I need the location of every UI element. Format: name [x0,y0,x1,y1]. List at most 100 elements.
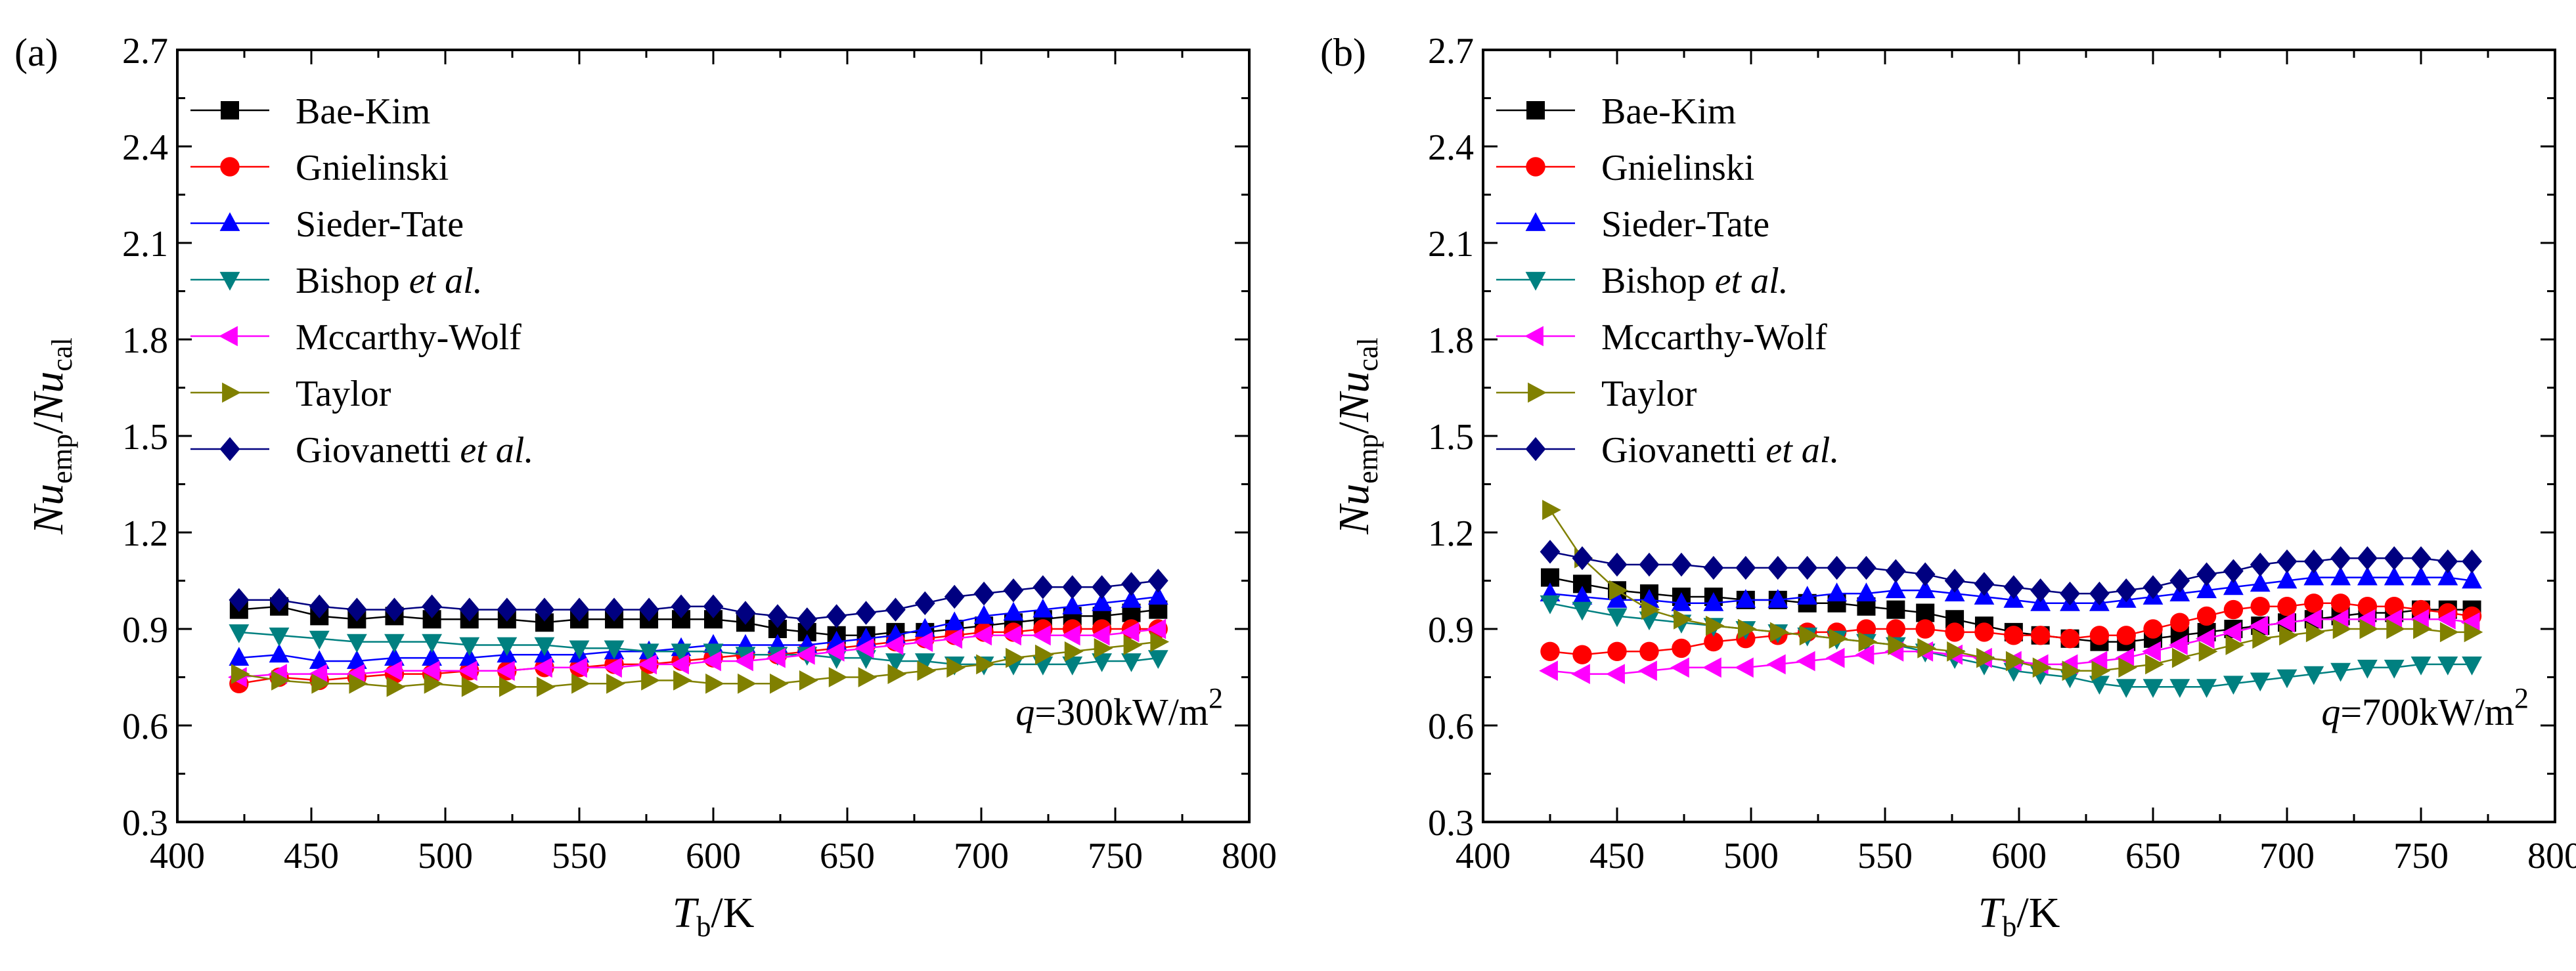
data-point [946,657,966,678]
data-point [1974,572,1995,596]
data-point [604,640,625,660]
data-point [2005,651,2025,672]
data-point [917,660,937,681]
data-point [797,622,816,641]
legend-marker [1526,101,1545,119]
legend-item: Sieder-Tate [1496,204,1769,245]
data-point [1092,575,1112,599]
data-point [766,647,786,668]
data-point [1767,555,1788,580]
y-tick-label: 0.3 [122,803,168,844]
data-point [1572,586,1593,605]
x-tick-label: 550 [552,836,607,876]
data-point [2305,622,2325,643]
data-point [2437,549,2458,574]
data-point [1147,569,1168,593]
series-mccarthy-wolf [228,618,1166,687]
data-point [1121,653,1142,672]
legend-marker [219,212,240,231]
data-point [569,640,590,660]
data-point [1672,638,1691,658]
data-point [346,650,367,669]
x-tick-label: 500 [1723,836,1779,876]
data-point [499,676,518,697]
data-point [533,657,552,678]
legend-label: Mccarthy-Wolf [1601,317,1827,358]
legend-marker [1526,157,1545,177]
data-point [738,673,757,694]
series-bishop-et-al [229,624,1168,676]
data-point [2410,566,2432,586]
data-point [735,601,756,625]
data-point [2169,635,2188,655]
data-point [1858,632,1878,652]
data-point [1539,660,1558,681]
data-point [2091,660,2111,681]
data-point [2198,641,2218,662]
data-point [2196,579,2217,599]
data-point [973,581,994,606]
data-point [2169,679,2190,698]
data-point [914,632,933,652]
data-point [2169,569,2190,593]
data-point [973,625,992,646]
x-tick-label: 650 [2125,836,2181,876]
data-point [309,594,330,618]
data-point [1572,574,1591,593]
data-point [1540,641,1560,661]
data-point [638,643,659,663]
data-point [229,588,250,613]
data-point [424,673,443,694]
data-point [2250,572,2271,592]
data-point [2357,546,2378,571]
data-point [2460,612,2480,633]
data-point [271,670,290,691]
data-point [1121,572,1142,596]
x-tick-label: 400 [150,836,205,876]
data-point [1885,559,1906,583]
data-point [1885,579,1906,599]
y-axis: 0.3 0.6 0.9 1.2 1.5 1.8 2.1 2.4 2.7 [1428,31,2555,844]
legend-marker [1525,437,1546,462]
data-point [1886,619,1906,639]
y-tick-label: 2.7 [122,31,168,72]
series-taylor [231,632,1170,697]
legend-item: Bae-Kim [1496,91,1736,132]
data-point [1062,657,1083,676]
data-series-group [228,569,1170,697]
data-point [704,610,722,629]
data-point [386,676,406,697]
data-point [1703,555,1724,580]
data-point [1542,500,1561,521]
data-point [796,644,815,665]
legend-label: Gnielinski [1601,148,1754,188]
data-point [2303,609,2322,630]
legend-marker [1524,326,1543,347]
data-point [2386,618,2405,639]
data-point [1150,632,1170,652]
chart-panel-b: 400 450 500 550 600 650 700 750 800 0.3 0.6 0.9 1.2 1… [1320,31,2576,943]
x-tick-label: 450 [284,836,339,876]
data-point [2410,609,2429,630]
data-point [229,624,250,643]
data-point [1002,625,1021,646]
data-point [2143,679,2164,698]
y-tick-label: 1.8 [122,320,168,361]
data-point [1704,632,1723,652]
data-point [2089,581,2110,606]
data-point [2330,593,2351,613]
data-point [1090,625,1110,646]
data-point [422,610,441,629]
data-point [2437,566,2458,586]
data-point [1674,609,1693,630]
data-series-group [1539,500,2483,698]
data-point [1541,568,1559,587]
data-point [346,597,367,622]
data-point [1974,622,1994,642]
data-point [1886,600,1905,619]
data-point [1976,647,1995,668]
data-point [2089,626,2110,645]
data-point [1147,650,1168,669]
x-tick-label: 800 [2527,836,2576,876]
data-point [537,676,556,697]
